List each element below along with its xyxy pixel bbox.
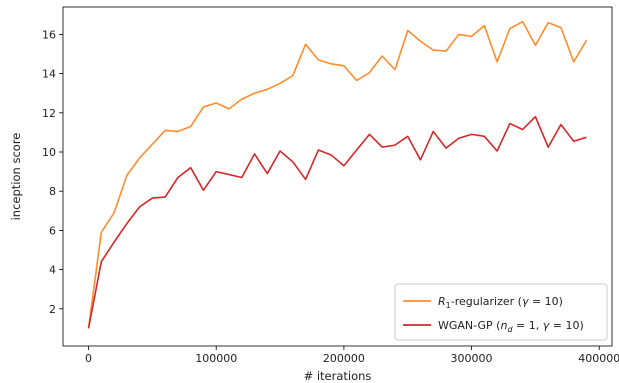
x-tick-label: 200000 bbox=[323, 352, 365, 365]
y-tick-label: 12 bbox=[42, 107, 56, 120]
y-tick-label: 2 bbox=[49, 303, 56, 316]
y-tick-label: 10 bbox=[42, 146, 56, 159]
y-tick-label: 16 bbox=[42, 28, 56, 41]
x-tick-label: 100000 bbox=[195, 352, 237, 365]
legend: R1-regularizer (γ = 10) WGAN-GP (nd = 1, … bbox=[394, 283, 608, 341]
series-line-0 bbox=[87, 20, 588, 329]
y-tick-label: 8 bbox=[49, 185, 56, 198]
legend-box bbox=[394, 283, 608, 341]
series-line-1 bbox=[87, 115, 587, 329]
y-axis-label: inception score bbox=[9, 133, 23, 221]
legend-entry-label: WGAN-GP (nd = 1, γ = 10) bbox=[438, 319, 584, 334]
x-tick-label: 400000 bbox=[578, 352, 619, 365]
x-tick-label: 300000 bbox=[451, 352, 493, 365]
legend-entry-label: R1-regularizer (γ = 10) bbox=[438, 295, 563, 310]
series-lines bbox=[87, 20, 588, 329]
y-tick-label: 14 bbox=[42, 68, 56, 81]
y-tick-label: 4 bbox=[49, 264, 56, 277]
x-tick-label: 0 bbox=[85, 352, 92, 365]
x-axis-ticks: 0 100000 200000 300000 400000 bbox=[85, 346, 619, 365]
y-axis-ticks: 2 4 6 8 10 12 14 16 bbox=[42, 28, 63, 316]
y-tick-label: 6 bbox=[49, 224, 56, 237]
plot-frame bbox=[62, 6, 613, 347]
x-axis-label: # iterations bbox=[304, 369, 372, 383]
